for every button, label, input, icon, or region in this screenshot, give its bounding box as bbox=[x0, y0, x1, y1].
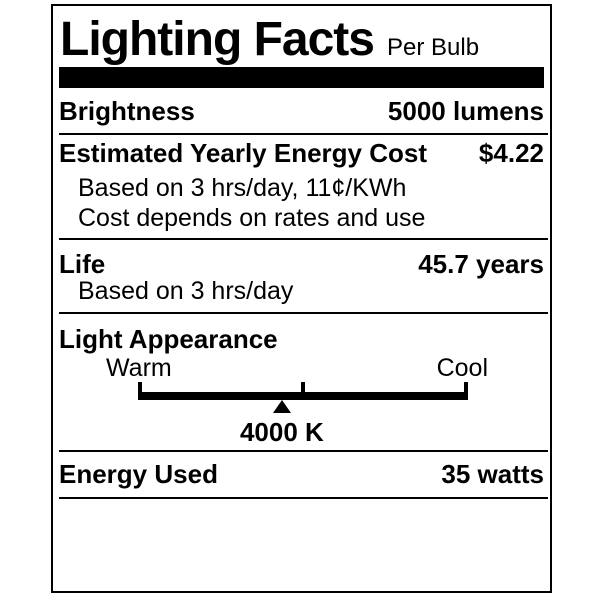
label-title: Lighting Facts bbox=[60, 13, 375, 66]
scale-tick-left bbox=[138, 382, 142, 392]
label-subtitle: Per Bulb bbox=[386, 34, 480, 61]
energy-cost-value: $4.22 bbox=[478, 138, 544, 168]
kelvin-value: 4000 K bbox=[239, 417, 324, 447]
scale-tick-center bbox=[301, 382, 305, 392]
section-divider bbox=[59, 238, 548, 240]
section-divider bbox=[59, 133, 548, 135]
energy-used-value: 35 watts bbox=[441, 459, 544, 489]
triangle-marker-icon bbox=[272, 400, 291, 413]
lighting-facts-label: Lighting Facts Per Bulb Brightness 5000 … bbox=[51, 4, 552, 593]
brightness-label: Brightness bbox=[59, 96, 195, 126]
life-row: Life 45.7 years bbox=[59, 251, 544, 277]
warm-cool-row: Warm Cool bbox=[59, 356, 544, 381]
life-note: Based on 3 hrs/day bbox=[78, 277, 294, 305]
section-divider bbox=[59, 450, 548, 452]
header-divider-bar bbox=[59, 67, 544, 88]
warm-label: Warm bbox=[106, 354, 172, 382]
light-appearance-title: Light Appearance bbox=[59, 324, 278, 354]
life-value: 45.7 years bbox=[418, 249, 544, 279]
energy-cost-row: Estimated Yearly Energy Cost $4.22 bbox=[59, 140, 544, 166]
energy-cost-note-1: Based on 3 hrs/day, 11¢/KWh bbox=[78, 174, 407, 202]
energy-used-row: Energy Used 35 watts bbox=[59, 461, 544, 487]
life-label: Life bbox=[59, 249, 106, 279]
energy-cost-label: Estimated Yearly Energy Cost bbox=[59, 138, 428, 168]
cool-label: Cool bbox=[436, 354, 488, 382]
brightness-value: 5000 lumens bbox=[387, 96, 544, 126]
energy-cost-note-2: Cost depends on rates and use bbox=[78, 204, 426, 232]
section-divider bbox=[59, 312, 548, 314]
scale-tick-right bbox=[464, 382, 468, 392]
color-temperature-scale: 4000 K bbox=[138, 382, 468, 445]
section-divider bbox=[59, 497, 548, 499]
energy-used-label: Energy Used bbox=[59, 459, 218, 489]
brightness-row: Brightness 5000 lumens bbox=[59, 98, 544, 124]
label-header: Lighting Facts Per Bulb bbox=[60, 15, 479, 65]
